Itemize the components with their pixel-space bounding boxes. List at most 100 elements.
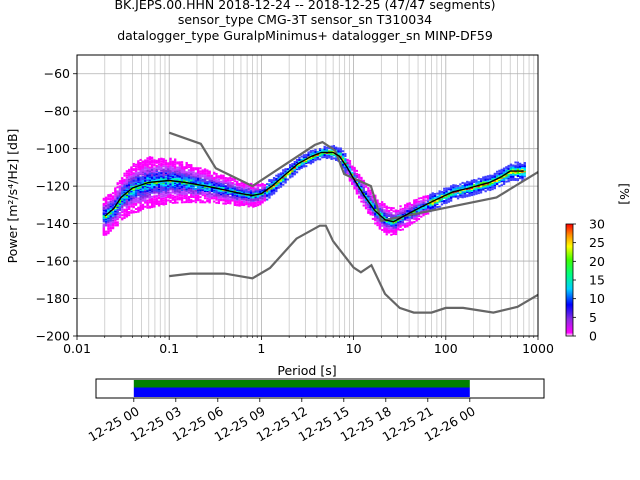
density-cell [261,183,264,186]
density-cell [459,191,462,194]
density-cell [463,191,467,194]
density-cell [447,193,451,196]
density-cell [496,170,499,173]
density-cell [229,202,232,205]
density-cell [291,163,294,166]
density-cell [162,188,165,191]
density-cell [295,162,299,165]
density-cell [141,199,145,202]
density-cell [231,182,234,185]
density-cell [121,202,124,205]
density-cell [160,195,163,198]
density-cell [243,198,246,201]
density-cell [217,188,221,191]
density-cell [134,190,138,193]
density-cell [236,188,239,191]
density-cell [164,176,168,179]
density-cell [254,194,257,197]
density-cell [201,181,204,184]
density-cell [125,194,129,197]
density-cell [450,190,453,193]
density-cell [505,175,508,178]
density-cell [337,150,340,153]
density-cell [151,186,154,189]
density-cell [194,201,198,204]
density-cell [190,170,193,173]
density-cell [509,167,513,170]
density-cell [130,198,133,201]
density-cell [489,189,492,192]
density-cell [238,202,241,205]
density-cell [118,187,122,190]
density-cell [164,166,168,169]
density-cell [420,201,423,204]
density-cell [233,189,237,192]
density-cell [461,191,464,194]
density-cell [493,185,497,188]
density-cell [482,177,485,180]
density-cell [249,200,253,203]
density-cell [121,189,124,192]
density-cell [192,190,195,193]
density-cell [482,181,485,184]
density-cell [394,220,398,223]
density-cell [341,150,345,153]
density-cell [383,222,386,225]
density-cell [160,178,163,181]
density-cell [450,199,453,202]
density-cell [134,199,138,202]
density-cell [125,179,129,182]
probability-density-cells [102,145,526,236]
density-cell [404,223,407,226]
density-cell [180,201,184,204]
density-cell [410,217,414,220]
density-cell [392,207,395,210]
density-cell [114,206,117,209]
density-cell [341,156,345,159]
density-cell [424,208,428,211]
density-cell [139,171,142,174]
density-cell [390,214,393,217]
density-cell [236,186,239,189]
density-cell [369,193,372,196]
density-cell [210,193,214,196]
density-cell [404,211,407,214]
density-cell [130,201,133,204]
density-cell [282,177,285,180]
density-cell [424,207,428,210]
density-cell [116,213,119,216]
density-cell [134,200,138,203]
density-cell [157,168,161,171]
density-cell [102,225,106,228]
density-cell [385,223,388,226]
density-cell [408,220,411,223]
density-cell [222,202,225,205]
density-cell [215,172,218,175]
density-cell [176,176,179,179]
density-cell [203,192,207,195]
density-cell [155,165,158,168]
density-cell [111,213,115,216]
density-cell [385,214,388,217]
density-cell [199,193,202,196]
density-cell [178,183,181,186]
density-cell [406,210,409,213]
density-cell [229,198,232,201]
density-cell [174,187,177,190]
density-cell [137,189,140,192]
density-cell [270,181,273,184]
density-cell [519,165,522,168]
density-cell [109,193,112,196]
density-cell [130,177,133,180]
density-cell [178,190,181,193]
density-cell [222,195,225,198]
density-cell [148,186,152,189]
density-cell [137,176,140,179]
density-cell [128,205,131,208]
density-cell [452,194,455,197]
density-cell [468,191,471,194]
density-cell [385,225,388,228]
density-cell [144,187,147,190]
density-cell [493,184,497,187]
density-cell [109,217,112,220]
